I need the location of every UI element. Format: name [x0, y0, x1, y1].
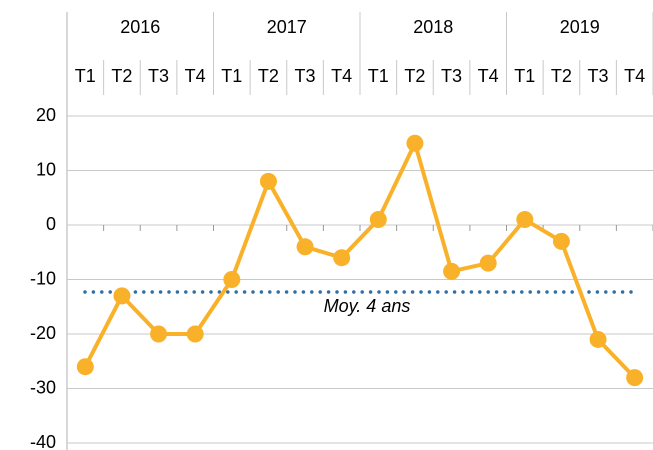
- x-tick-label: T1: [221, 66, 242, 86]
- marker: [113, 287, 131, 305]
- marker: [333, 249, 351, 267]
- x-tick-label: T2: [404, 66, 425, 86]
- marker: [479, 254, 497, 272]
- x-tick-label: T3: [588, 66, 609, 86]
- marker: [443, 262, 461, 280]
- x-tick-label: T1: [514, 66, 535, 86]
- y-tick-label: 10: [36, 159, 56, 179]
- y-tick-label: -30: [30, 377, 56, 397]
- marker: [150, 325, 168, 343]
- y-tick-label: 0: [46, 214, 56, 234]
- marker: [186, 325, 204, 343]
- x-tick-label: T4: [185, 66, 206, 86]
- marker: [369, 211, 387, 229]
- x-tick-label: T3: [295, 66, 316, 86]
- x-tick-label: T4: [478, 66, 499, 86]
- marker: [626, 369, 644, 387]
- y-tick-label: 20: [36, 105, 56, 125]
- line: [83, 141, 637, 379]
- year-label: 2019: [560, 17, 600, 37]
- marker: [589, 330, 607, 348]
- x-tick-label: T4: [624, 66, 645, 86]
- reference-label: Moy. 4 ans: [324, 296, 411, 316]
- marker: [406, 134, 424, 152]
- marker: [516, 211, 534, 229]
- x-tick-label: T4: [331, 66, 352, 86]
- year-label: 2018: [413, 17, 453, 37]
- marker: [259, 172, 277, 190]
- x-tick-label: T1: [75, 66, 96, 86]
- marker: [552, 232, 570, 250]
- x-tick-label: T2: [111, 66, 132, 86]
- year-label: 2017: [267, 17, 307, 37]
- x-tick-label: T3: [441, 66, 462, 86]
- x-tick-label: T3: [148, 66, 169, 86]
- y-tick-label: -20: [30, 323, 56, 343]
- marker: [296, 238, 314, 256]
- x-tick-label: T2: [551, 66, 572, 86]
- y-tick-label: -10: [30, 268, 56, 288]
- marker: [223, 271, 241, 288]
- x-tick-label: T1: [368, 66, 389, 86]
- year-label: 2016: [120, 17, 160, 37]
- marker: [76, 358, 94, 376]
- y-tick-label: -40: [30, 432, 56, 450]
- x-tick-label: T2: [258, 66, 279, 86]
